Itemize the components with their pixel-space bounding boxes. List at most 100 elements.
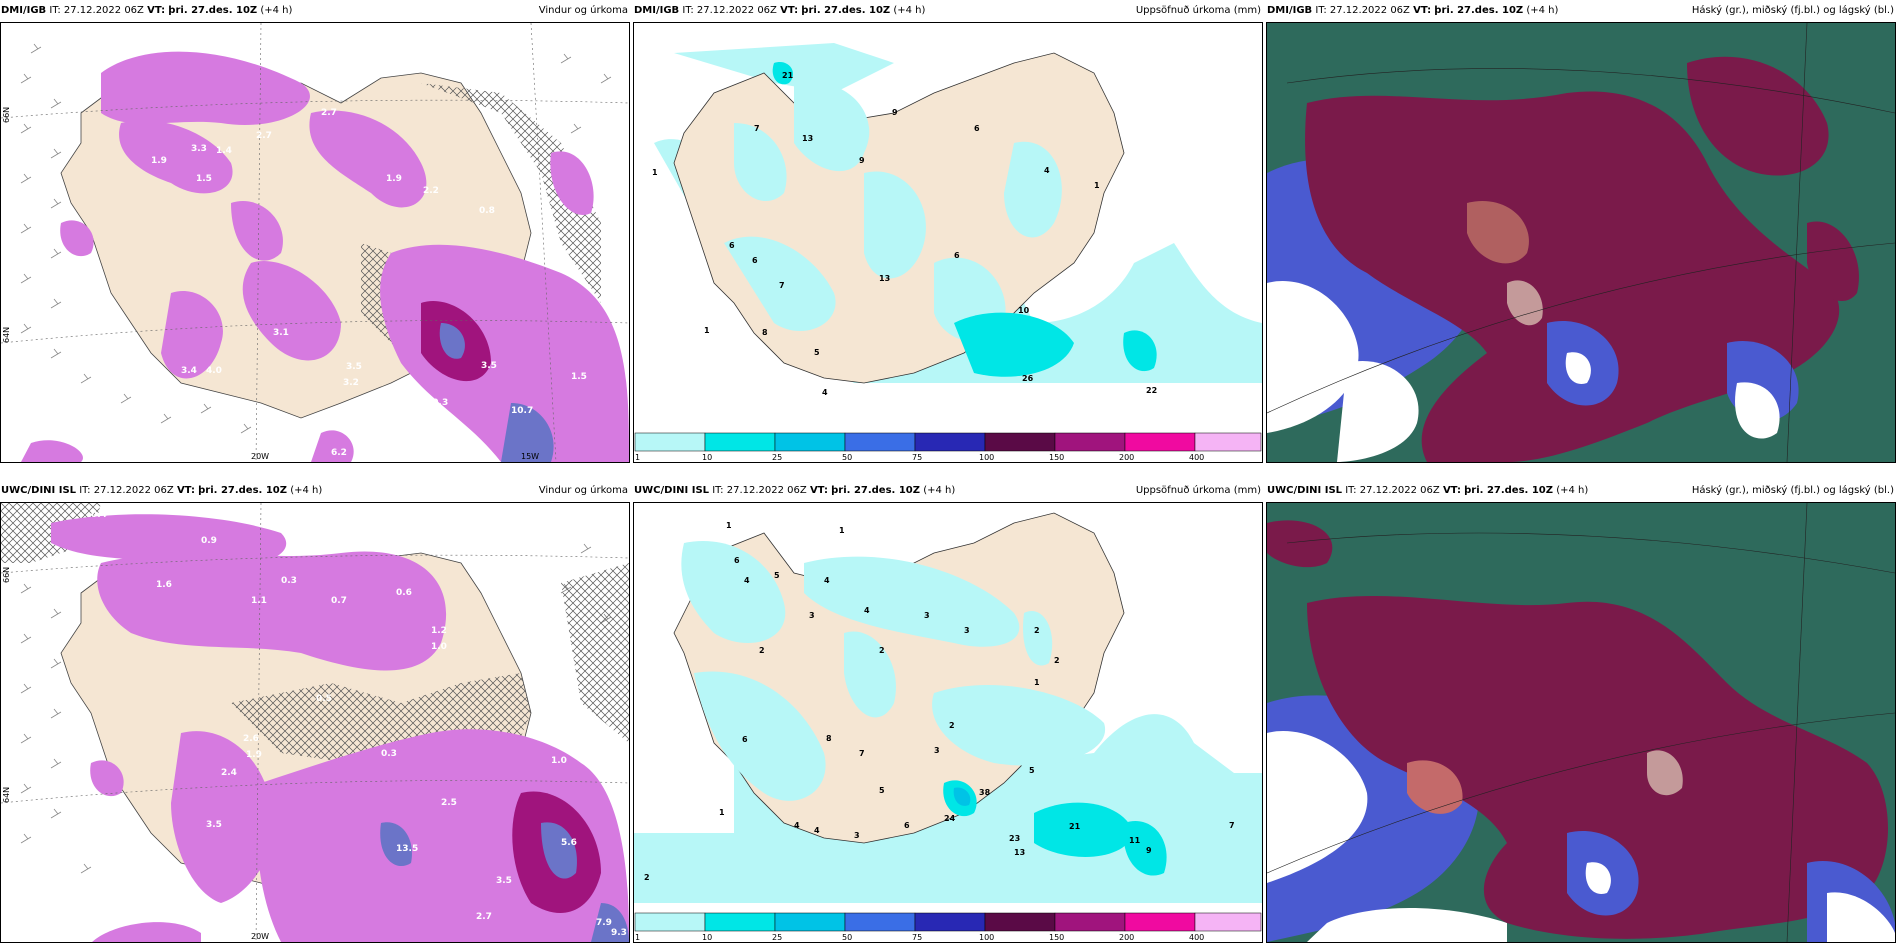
wind-precip-map-svg: 0.4 0.9 0.3 1.6 1.1 0.6 0.7 1.2 1.0 0.5 … [1,503,629,942]
svg-text:5: 5 [814,348,820,357]
svg-text:3: 3 [854,831,860,840]
svg-text:5: 5 [879,786,885,795]
svg-text:6: 6 [742,735,748,744]
svg-text:150: 150 [1049,933,1064,942]
svg-text:200: 200 [1119,453,1134,462]
svg-text:1.0: 1.0 [551,756,567,766]
svg-text:4: 4 [1044,166,1050,175]
valid-label: VT: [1442,485,1461,496]
colorbar: 1 10 25 50 75 100 150 200 400 [634,432,1262,462]
valid-time: þri. 27.des. 10Z [168,5,258,16]
model-name: DMI/IGB [634,5,680,16]
svg-text:3: 3 [809,611,815,620]
model-name: UWC/DINI ISL [1267,485,1343,496]
map-wind-precip-uwc[interactable]: 0.4 0.9 0.3 1.6 1.1 0.6 0.7 1.2 1.0 0.5 … [0,502,630,943]
svg-text:3.3: 3.3 [191,144,207,154]
svg-text:3: 3 [924,611,930,620]
svg-text:4: 4 [824,576,830,585]
precip-field [51,514,629,942]
lead-time: (+4 h) [1556,485,1589,496]
svg-text:3.5: 3.5 [206,820,222,830]
svg-text:10.3: 10.3 [426,398,448,408]
svg-text:13: 13 [879,274,890,283]
map-clouds[interactable] [1266,22,1896,463]
svg-text:3: 3 [964,626,970,635]
svg-text:4: 4 [744,576,750,585]
precip-labels: 3.3 1.4 2.7 1.9 2.2 1.5 0.8 3.1 3.4 4.0 … [151,108,587,458]
map-clouds-uwc[interactable] [1266,502,1896,943]
precip-field [21,51,629,462]
lead-time: (+4 h) [260,5,293,16]
svg-text:1: 1 [635,933,640,942]
svg-text:1.2: 1.2 [431,626,447,636]
panel-uwc-clouds: UWC/DINI ISL IT: 27.12.2022 06Z VT: þri.… [1266,480,1896,943]
svg-text:1.9: 1.9 [386,174,402,184]
svg-text:25: 25 [772,933,782,942]
svg-text:7.9: 7.9 [596,918,612,928]
svg-text:150: 150 [1049,453,1064,462]
svg-text:75: 75 [912,933,922,942]
svg-text:10.7: 10.7 [511,406,533,416]
panel-dmi-wind-precip: DMI/IGB IT: 27.12.2022 06Z VT: þri. 27.d… [0,0,630,463]
svg-text:1: 1 [1094,181,1100,190]
svg-text:400: 400 [1189,933,1204,942]
svg-text:6: 6 [752,256,758,265]
svg-text:100: 100 [979,453,994,462]
init-time: IT: 27.12.2022 06Z [79,485,174,496]
svg-text:9: 9 [1146,846,1152,855]
svg-text:1: 1 [719,808,725,817]
wind-precip-map-svg: 3.3 1.4 2.7 1.9 2.2 1.5 0.8 3.1 3.4 4.0 … [1,23,629,462]
svg-text:25: 25 [772,453,782,462]
svg-text:200: 200 [1119,933,1134,942]
cloud-field [1267,520,1895,942]
svg-text:400: 400 [1189,453,1204,462]
svg-text:5: 5 [1029,766,1035,775]
panel-header: UWC/DINI ISL IT: 27.12.2022 06Z VT: þri.… [1266,480,1896,502]
svg-text:2: 2 [1034,626,1040,635]
svg-text:2: 2 [949,721,955,730]
svg-text:66N: 66N [2,107,11,123]
valid-label: VT: [176,485,195,496]
map-accum-precip[interactable]: 21 7 13 9 9 6 4 1 6 6 7 13 6 10 8 5 4 26… [633,22,1263,463]
svg-text:1.5: 1.5 [196,174,212,184]
svg-text:3.4: 3.4 [181,366,197,376]
svg-text:0.4: 0.4 [91,510,107,520]
svg-text:21: 21 [782,71,794,80]
panel-title: Uppsöfnuð úrkoma (mm) [1135,485,1261,496]
clouds-map-svg [1267,23,1895,462]
accum-labels: 1 1 6 4 5 4 3 4 3 3 2 2 2 1 2 2 6 8 7 3 [644,521,1235,882]
cloud-field [1267,56,1859,462]
svg-text:3: 3 [934,746,940,755]
valid-time: þri. 27.des. 10Z [198,485,287,496]
wind-barbs [20,43,612,434]
svg-text:2: 2 [879,646,885,655]
svg-text:1: 1 [704,326,710,335]
svg-text:1.4: 1.4 [216,146,232,156]
svg-text:38: 38 [979,788,991,797]
svg-text:3.2: 3.2 [193,396,209,406]
svg-text:20W: 20W [251,452,269,461]
lead-time: (+4 h) [1526,5,1559,16]
svg-text:64N: 64N [2,787,11,803]
svg-text:3.5: 3.5 [346,362,362,372]
svg-text:3.1: 3.1 [273,328,289,338]
svg-text:2: 2 [1054,656,1060,665]
svg-text:24: 24 [944,814,956,823]
svg-text:7: 7 [859,749,865,758]
svg-text:9.3: 9.3 [611,928,627,938]
valid-label: VT: [809,485,828,496]
svg-text:10: 10 [702,933,712,942]
colorbar: 1 10 25 50 75 100 150 200 400 [634,912,1262,942]
svg-text:23: 23 [1009,834,1020,843]
precip-field [681,541,1167,876]
svg-text:1: 1 [635,453,640,462]
svg-text:13: 13 [802,134,813,143]
svg-text:2: 2 [644,873,650,882]
panel-uwc-accum: UWC/DINI ISL IT: 27.12.2022 06Z VT: þri.… [633,480,1263,943]
svg-text:100: 100 [979,933,994,942]
svg-text:26: 26 [1022,374,1034,383]
map-wind-precip[interactable]: 3.3 1.4 2.7 1.9 2.2 1.5 0.8 3.1 3.4 4.0 … [0,22,630,463]
svg-text:1.0: 1.0 [431,642,447,652]
accum-labels: 21 7 13 9 9 6 4 1 6 6 7 13 6 10 8 5 4 26… [652,71,1157,397]
map-accum-precip-uwc[interactable]: 1 1 6 4 5 4 3 4 3 3 2 2 2 1 2 2 6 8 7 3 [633,502,1263,943]
